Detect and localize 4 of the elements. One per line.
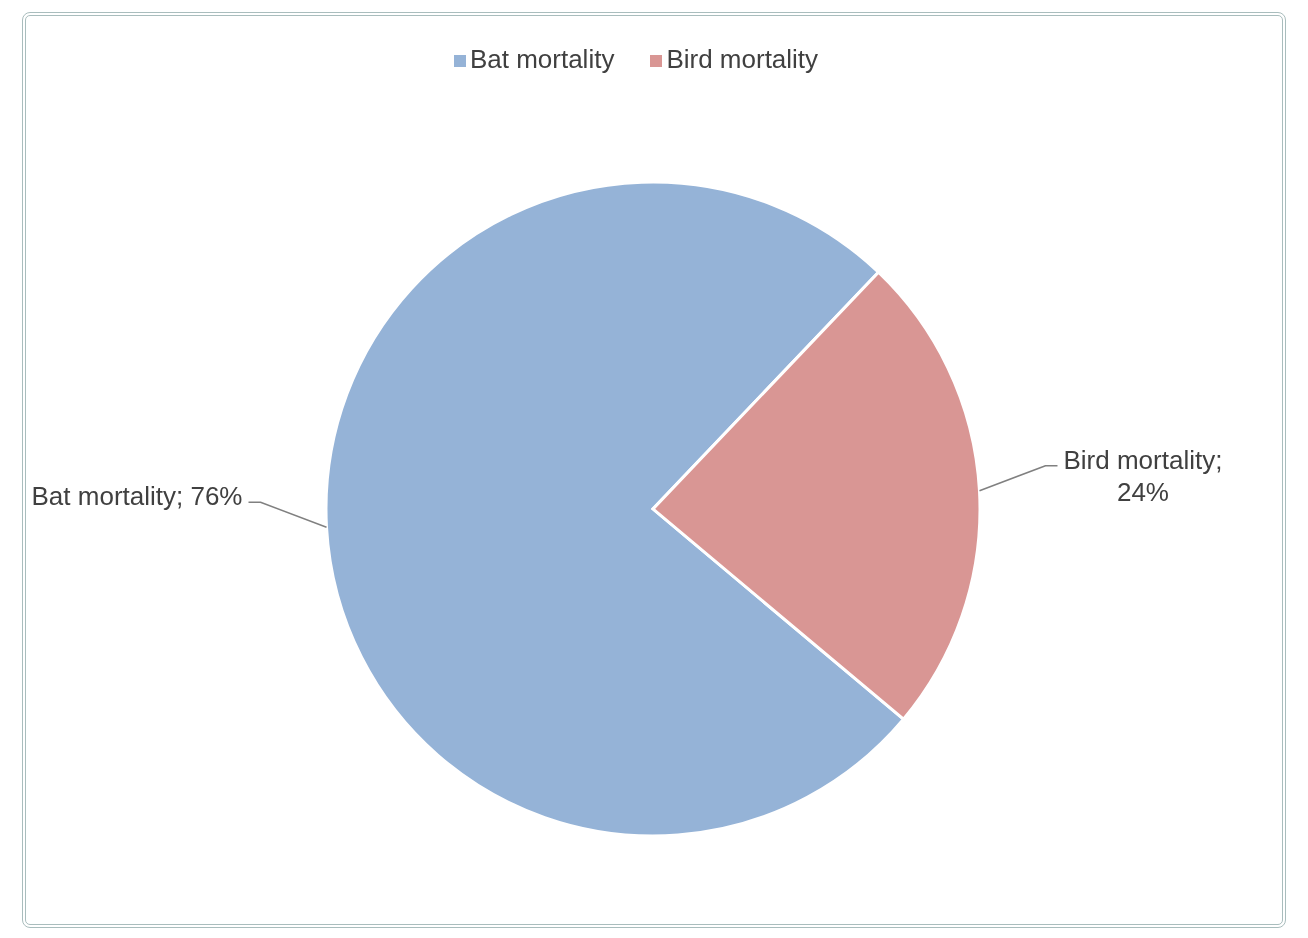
data-label: Bird mortality; 24% — [1063, 444, 1223, 508]
legend-label: Bird mortality — [666, 44, 819, 74]
data-label: Bat mortality; 76% — [31, 481, 243, 512]
legend-label: Bat mortality — [469, 44, 615, 74]
